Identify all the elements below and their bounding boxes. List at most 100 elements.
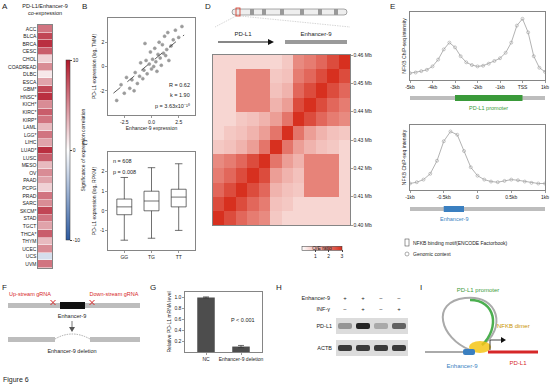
svg-text:PD-L1: PD-L1 [234, 31, 252, 37]
svg-text:0.4: 0.4 [174, 327, 181, 333]
svg-text:0.8: 0.8 [174, 305, 181, 311]
svg-text:UCEC: UCEC [22, 246, 37, 252]
svg-text:0.43 Mb: 0.43 Mb [354, 137, 372, 143]
svg-text:LUSC: LUSC [23, 155, 37, 161]
svg-text:PD-L1 expression (log, TMM): PD-L1 expression (log, TMM) [91, 34, 97, 100]
svg-text:0.2: 0.2 [174, 338, 181, 344]
svg-text:STAD: STAD [23, 215, 36, 221]
svg-text:0: 0 [476, 194, 479, 200]
svg-text:NFKB binding motif(ENCODE Fact: NFKB binding motif(ENCODE Factorbook) [413, 240, 508, 246]
svg-text:OV: OV [29, 170, 37, 176]
svg-text:0.40 Mb: 0.40 Mb [354, 222, 372, 228]
svg-text:2: 2 [102, 168, 105, 174]
svg-text:0.5kb: 0.5kb [505, 194, 517, 200]
svg-text:INF-γ: INF-γ [317, 306, 331, 312]
svg-text:CHOL: CHOL [22, 56, 36, 62]
svg-text:Figure 6: Figure 6 [3, 376, 29, 384]
svg-text:10: 10 [73, 57, 79, 63]
svg-text:0: 0 [102, 208, 105, 214]
svg-text:-10: -10 [73, 237, 80, 243]
svg-text:+: + [361, 306, 365, 312]
svg-text:COADREAD: COADREAD [8, 64, 37, 70]
svg-text:-2.5: -2.5 [120, 119, 129, 125]
svg-text:LUAD*: LUAD* [21, 147, 36, 153]
svg-text:2.5: 2.5 [175, 119, 182, 125]
svg-text:-1kb: -1kb [495, 84, 505, 90]
svg-text:PCPG: PCPG [22, 185, 36, 191]
svg-text:+: + [397, 306, 401, 312]
svg-text:D: D [205, 2, 211, 11]
svg-text:Down-stream gRNA: Down-stream gRNA [90, 291, 139, 297]
svg-text:Genomic context: Genomic context [413, 251, 451, 257]
svg-text:O/E ratio: O/E ratio [312, 245, 332, 251]
svg-text:-0.5kb: -0.5kb [437, 194, 451, 200]
svg-text:0: 0 [73, 147, 76, 153]
svg-text:LIHC: LIHC [25, 139, 37, 145]
svg-text:UCS: UCS [26, 253, 37, 259]
svg-text:PD-L1 promoter: PD-L1 promoter [469, 105, 508, 111]
svg-text:TT: TT [176, 254, 182, 260]
svg-text:0.45 Mb: 0.45 Mb [354, 80, 372, 86]
svg-text:3: 3 [341, 253, 344, 259]
svg-text:Enhancer-9: Enhancer-9 [302, 295, 330, 301]
svg-text:1kb: 1kb [541, 194, 549, 200]
svg-text:H: H [276, 283, 282, 292]
svg-text:-2: -2 [100, 88, 105, 94]
svg-text:−: − [343, 306, 347, 312]
svg-text:p = 0.008: p = 0.008 [113, 169, 136, 175]
svg-text:0.0: 0.0 [148, 119, 155, 125]
svg-text:ACTB: ACTB [317, 345, 332, 351]
svg-text:2: 2 [102, 39, 105, 45]
svg-text:C: C [82, 138, 88, 147]
svg-text:−: − [379, 306, 383, 312]
svg-text:NFKB ChIP-seq intensity: NFKB ChIP-seq intensity [401, 129, 407, 185]
svg-text:-3kb: -3kb [450, 84, 460, 90]
svg-text:Enhancer-9 expression: Enhancer-9 expression [126, 125, 178, 131]
svg-text:DLBC: DLBC [23, 71, 37, 77]
svg-text:1: 1 [102, 188, 105, 194]
svg-text:n = 608: n = 608 [113, 158, 132, 164]
svg-text:1: 1 [314, 253, 317, 259]
svg-text:Enhancer-9: Enhancer-9 [440, 216, 468, 222]
svg-text:+: + [343, 295, 347, 301]
svg-text:-1: -1 [100, 227, 105, 233]
svg-text:THYM: THYM [22, 238, 36, 244]
svg-text:LGG*: LGG* [24, 132, 37, 138]
svg-text:-1kb: -1kb [405, 194, 415, 200]
svg-text:MESO: MESO [22, 162, 37, 168]
svg-text:ESCA: ESCA [23, 79, 37, 85]
svg-text:0.44 Mb: 0.44 Mb [354, 108, 372, 114]
svg-text:TSS: TSS [518, 84, 528, 90]
svg-text:TGCT: TGCT [23, 223, 37, 229]
svg-text:Enhancer-9: Enhancer-9 [300, 31, 332, 37]
svg-text:0: 0 [102, 63, 105, 69]
svg-text:Enhancer-9 deletion: Enhancer-9 deletion [47, 348, 96, 354]
svg-text:Relative PD-L1 mRNA level: Relative PD-L1 mRNA level [166, 291, 172, 352]
svg-text:-5kb: -5kb [405, 84, 415, 90]
svg-text:-2kb: -2kb [473, 84, 483, 90]
svg-text:E: E [390, 2, 395, 11]
svg-text:Enhancer-9 deletion: Enhancer-9 deletion [219, 356, 264, 362]
svg-text:LAML: LAML [23, 124, 36, 130]
svg-text:KIRC*: KIRC* [22, 109, 36, 115]
svg-text:PRAD: PRAD [22, 193, 36, 199]
svg-text:−: − [397, 295, 401, 301]
svg-text:KICH*: KICH* [22, 101, 36, 107]
svg-text:1.0: 1.0 [174, 294, 181, 300]
svg-text:Significance of expression cor: Significance of expression correlation [80, 108, 86, 191]
svg-text:P < 0.001: P < 0.001 [231, 317, 255, 323]
svg-text:I: I [420, 283, 422, 292]
svg-text:B: B [82, 2, 87, 11]
svg-text:A: A [2, 2, 8, 11]
svg-text:GBM*: GBM* [23, 86, 36, 92]
svg-text:PD-L1: PD-L1 [316, 323, 332, 329]
svg-text:−: − [379, 295, 383, 301]
svg-text:0.6: 0.6 [174, 316, 181, 322]
svg-text:UVM: UVM [25, 261, 36, 267]
svg-text:2: 2 [327, 253, 330, 259]
svg-text:p = 3.63x10⁻¹⁰: p = 3.63x10⁻¹⁰ [155, 103, 190, 109]
svg-text:Enhancer-9: Enhancer-9 [58, 313, 86, 319]
svg-text:0.46 Mb: 0.46 Mb [354, 52, 372, 58]
svg-text:G: G [150, 283, 156, 292]
svg-text:+: + [361, 295, 365, 301]
